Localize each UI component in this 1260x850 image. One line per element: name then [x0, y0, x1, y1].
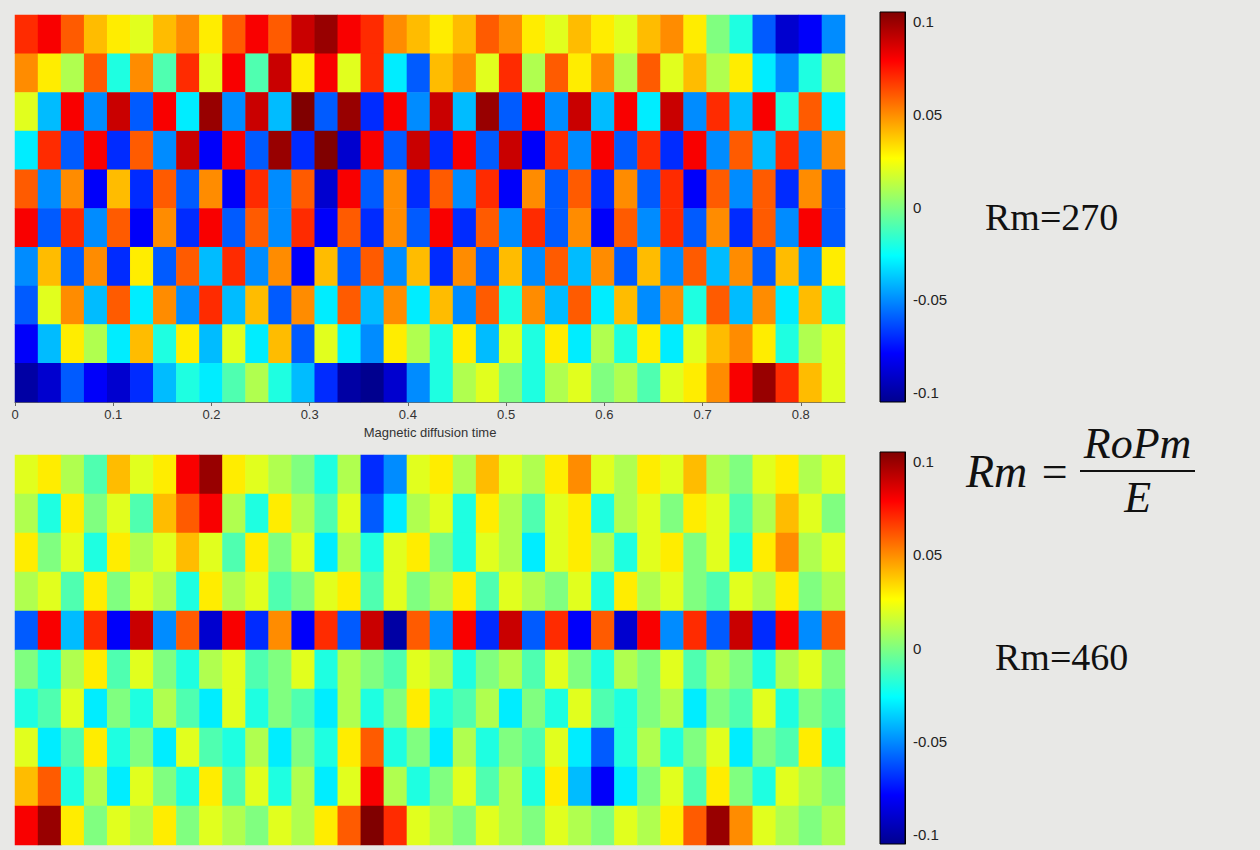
svg-text:0.7: 0.7	[694, 407, 712, 422]
html-text:E: E	[1124, 473, 1152, 522]
svg-text:-0.1: -0.1	[913, 826, 939, 843]
svg-text:0: 0	[913, 640, 921, 657]
svg-text:0.1: 0.1	[913, 453, 934, 470]
svg-text:0.05: 0.05	[913, 106, 942, 123]
svg-text:0.4: 0.4	[399, 407, 417, 422]
svg-text:0: 0	[11, 407, 18, 422]
svg-text:0.3: 0.3	[301, 407, 319, 422]
svg-text:0: 0	[913, 199, 921, 216]
svg-text:-0.05: -0.05	[913, 291, 947, 308]
svg-text:0.1: 0.1	[104, 407, 122, 422]
svg-text:0.1: 0.1	[913, 13, 934, 30]
svg-text:0.2: 0.2	[202, 407, 220, 422]
svg-text:Rm=270: Rm=270	[985, 196, 1118, 238]
svg-text:-0.05: -0.05	[913, 733, 947, 750]
svg-text:0.5: 0.5	[497, 407, 515, 422]
html-text:RoPm: RoPm	[1083, 419, 1192, 468]
svg-text:Magnetic diffusion time: Magnetic diffusion time	[364, 425, 497, 440]
svg-text:-0.1: -0.1	[913, 384, 939, 401]
html-text:Rm =: Rm =	[966, 445, 1070, 497]
svg-text:0.6: 0.6	[595, 407, 613, 422]
svg-text:Rm=460: Rm=460	[995, 636, 1128, 678]
svg-text:0.8: 0.8	[792, 407, 810, 422]
svg-text:0.05: 0.05	[913, 546, 942, 563]
